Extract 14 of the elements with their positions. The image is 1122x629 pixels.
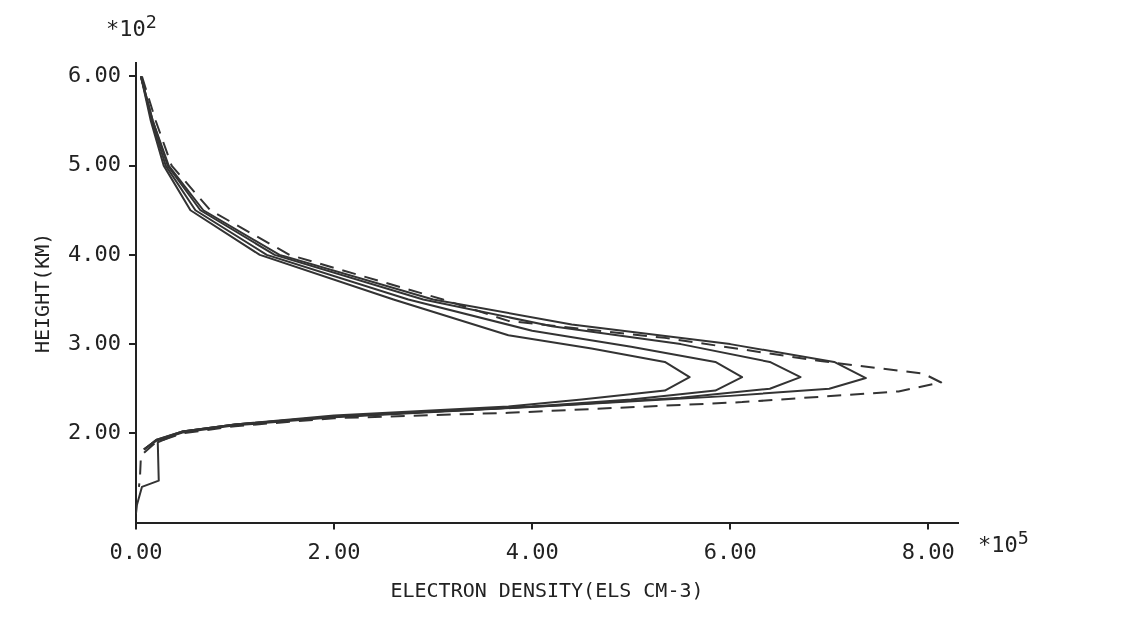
y-tick-label: 5.00 <box>68 151 121 177</box>
y-axis-title: HEIGHT(KM) <box>30 232 55 354</box>
text: *10$^{5}$ <box>978 526 1029 557</box>
x-tick-label: 6.00 <box>703 538 757 564</box>
x-tick-label: 8.00 <box>901 538 955 564</box>
x-tick-label: 4.00 <box>505 538 559 564</box>
y-tick-label: 6.00 <box>68 62 121 88</box>
x-tick-label: 0.00 <box>109 538 163 564</box>
text: *10$^{2}$ <box>105 11 157 42</box>
y-tick-label: 2.00 <box>68 419 121 445</box>
x-axis-title: ELECTRON DENSITY(ELS CM-3) <box>390 578 704 603</box>
y-tick-label: 3.00 <box>68 329 121 355</box>
y-tick-label: 4.00 <box>68 240 121 266</box>
x-tick-label: 2.00 <box>307 538 361 564</box>
